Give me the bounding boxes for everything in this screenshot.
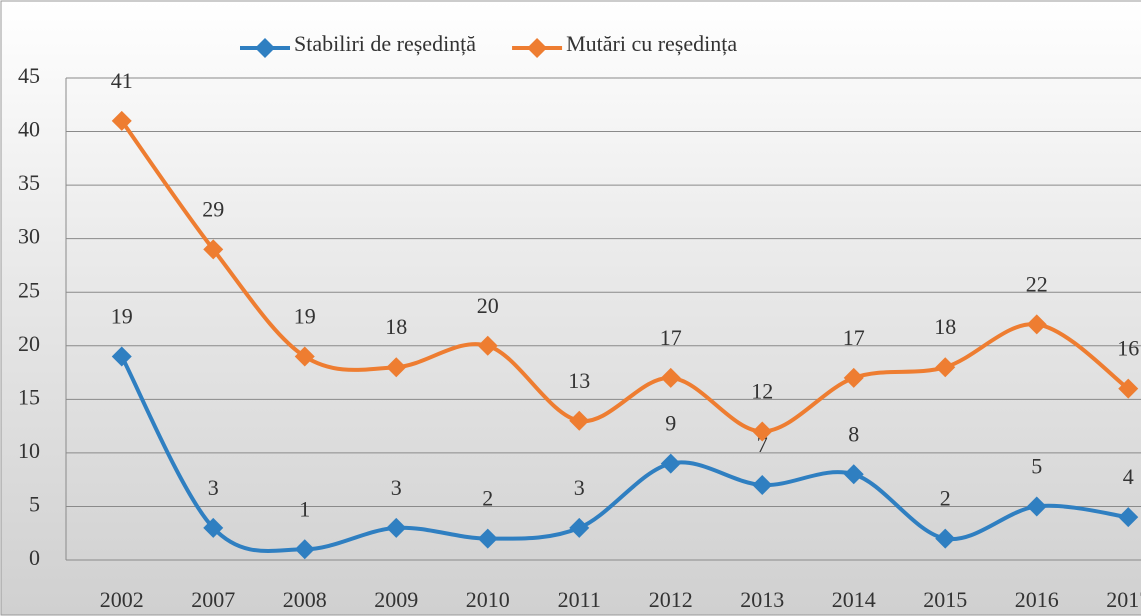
data-label: 22 bbox=[1026, 271, 1048, 296]
data-label: 20 bbox=[477, 293, 499, 318]
marker bbox=[935, 528, 956, 549]
legend-label: Mutări cu reședința bbox=[566, 31, 737, 56]
data-label: 16 bbox=[1117, 336, 1139, 361]
data-label: 41 bbox=[111, 68, 133, 93]
y-tick-label: 10 bbox=[18, 438, 40, 463]
y-tick-label: 25 bbox=[18, 277, 40, 302]
data-label: 17 bbox=[843, 325, 865, 350]
y-tick-label: 45 bbox=[18, 63, 40, 88]
y-tick-label: 0 bbox=[29, 545, 40, 570]
data-label: 2 bbox=[940, 486, 951, 511]
x-tick-label: 2009 bbox=[374, 587, 418, 612]
marker bbox=[1026, 496, 1047, 517]
marker bbox=[843, 464, 864, 485]
data-label: 1 bbox=[299, 496, 310, 521]
marker bbox=[569, 517, 590, 538]
x-tick-label: 2011 bbox=[558, 587, 601, 612]
data-label: 4 bbox=[1123, 464, 1134, 489]
x-tick-label: 2012 bbox=[649, 587, 693, 612]
data-label: 19 bbox=[294, 304, 316, 329]
y-tick-label: 30 bbox=[18, 224, 40, 249]
marker bbox=[843, 367, 864, 388]
y-tick-label: 35 bbox=[18, 170, 40, 195]
marker bbox=[1026, 314, 1047, 335]
marker bbox=[294, 346, 315, 367]
marker bbox=[386, 357, 407, 378]
x-tick-label: 2007 bbox=[191, 587, 235, 612]
marker bbox=[386, 517, 407, 538]
y-tick-label: 5 bbox=[29, 491, 40, 516]
marker bbox=[935, 357, 956, 378]
data-label: 13 bbox=[568, 368, 590, 393]
data-label: 8 bbox=[848, 421, 859, 446]
marker bbox=[477, 528, 498, 549]
marker bbox=[752, 421, 773, 442]
marker bbox=[294, 539, 315, 560]
marker bbox=[569, 410, 590, 431]
marker bbox=[660, 367, 681, 388]
legend-marker bbox=[255, 38, 275, 58]
marker bbox=[1118, 378, 1139, 399]
marker bbox=[1118, 507, 1139, 528]
data-label: 2 bbox=[482, 486, 493, 511]
data-label: 29 bbox=[202, 196, 224, 221]
data-label: 18 bbox=[934, 314, 956, 339]
x-tick-label: 2016 bbox=[1015, 587, 1059, 612]
x-tick-label: 2010 bbox=[466, 587, 510, 612]
marker bbox=[203, 517, 224, 538]
data-label: 12 bbox=[751, 379, 773, 404]
y-tick-label: 15 bbox=[18, 384, 40, 409]
data-label: 7 bbox=[757, 432, 768, 457]
data-label: 5 bbox=[1031, 453, 1042, 478]
y-tick-label: 40 bbox=[18, 117, 40, 142]
x-tick-label: 2002 bbox=[100, 587, 144, 612]
marker bbox=[203, 239, 224, 260]
data-label: 19 bbox=[111, 304, 133, 329]
x-tick-label: 2014 bbox=[832, 587, 876, 612]
marker bbox=[752, 475, 773, 496]
data-label: 3 bbox=[208, 475, 219, 500]
y-tick-label: 20 bbox=[18, 331, 40, 356]
legend-label: Stabiliri de reședință bbox=[294, 31, 476, 56]
legend-marker bbox=[527, 38, 548, 58]
data-label: 17 bbox=[660, 325, 682, 350]
data-label: 3 bbox=[391, 475, 402, 500]
x-tick-label: 2015 bbox=[923, 587, 967, 612]
marker bbox=[111, 110, 132, 131]
data-label: 3 bbox=[574, 475, 585, 500]
marker bbox=[660, 453, 681, 474]
data-label: 18 bbox=[385, 314, 407, 339]
marker bbox=[111, 346, 132, 367]
x-tick-label: 2013 bbox=[740, 587, 784, 612]
x-tick-label: 2017 bbox=[1106, 587, 1141, 612]
marker bbox=[477, 335, 498, 356]
data-label: 9 bbox=[665, 411, 676, 436]
x-tick-label: 2008 bbox=[283, 587, 327, 612]
